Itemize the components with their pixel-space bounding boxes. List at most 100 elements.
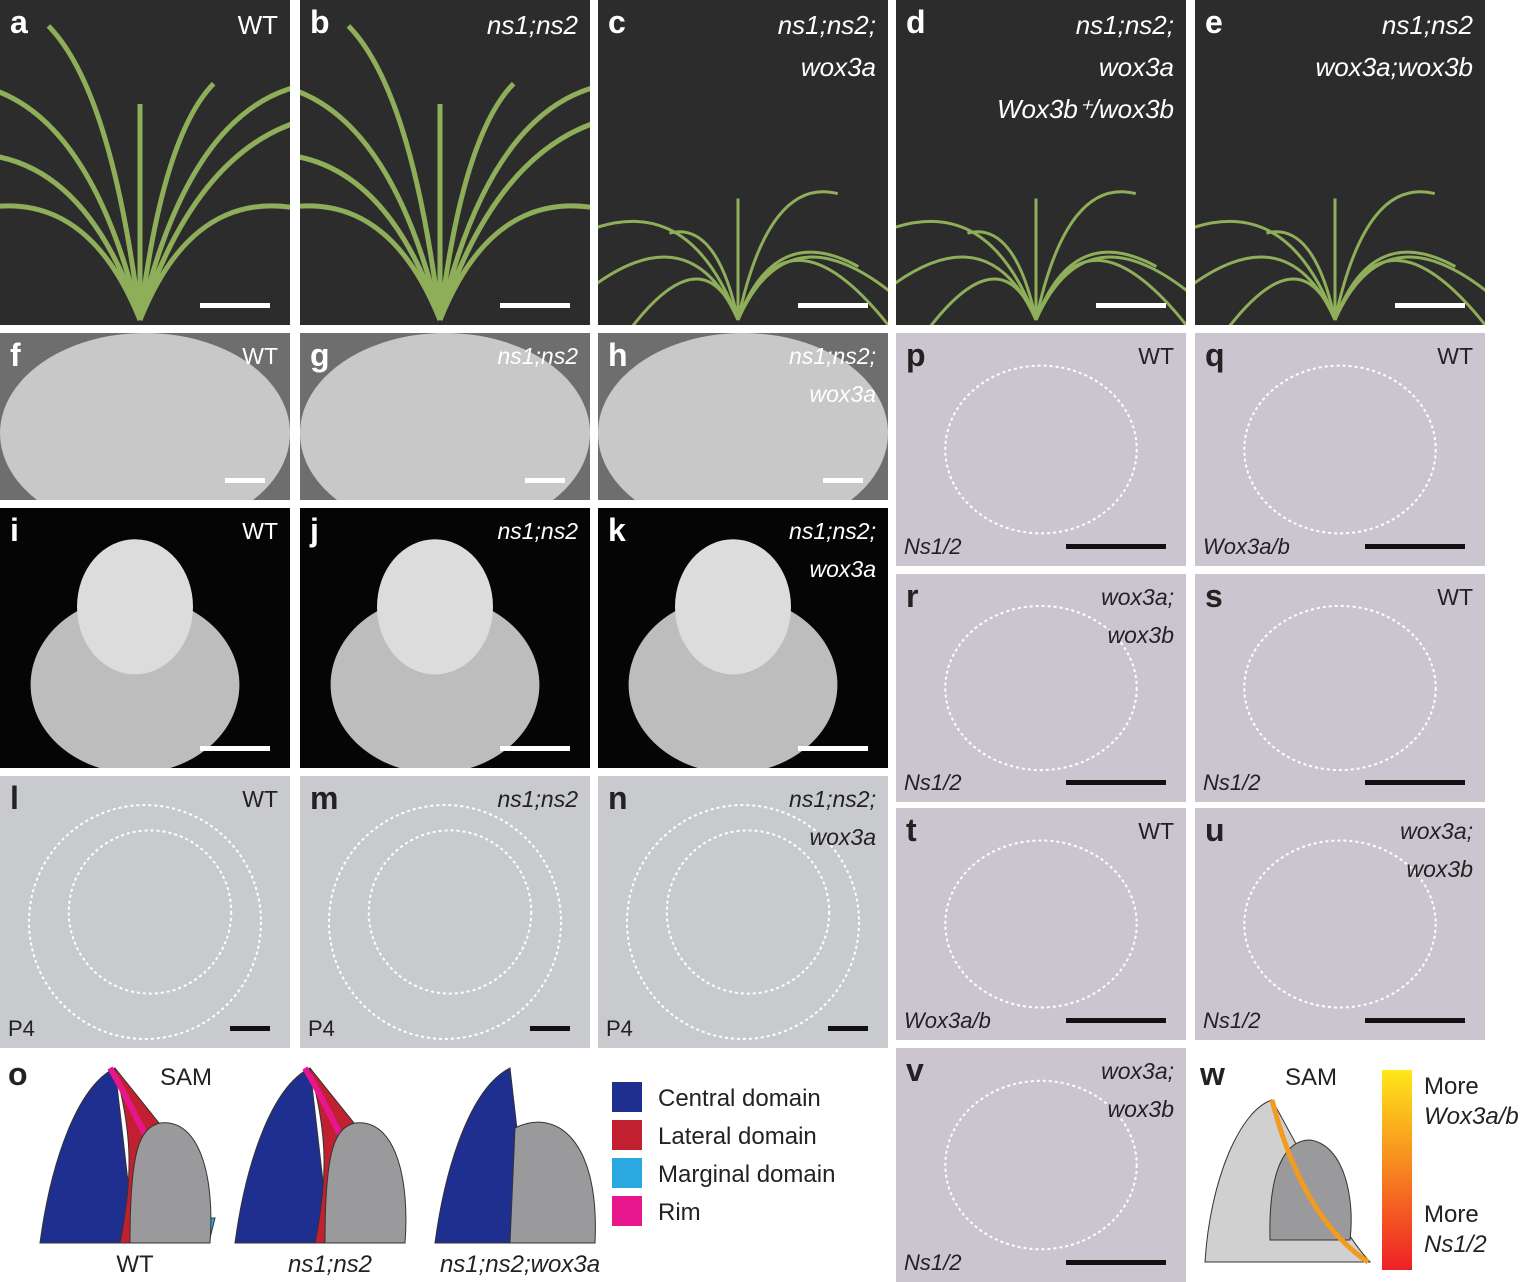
panel-letter: b: [310, 4, 330, 40]
genotype-label: wox3a: [809, 556, 876, 582]
image-panel: k ns1;ns2; wox3a: [598, 508, 888, 768]
scale-bar: [225, 478, 265, 483]
scale-bar: [500, 746, 570, 751]
panel-image: [300, 333, 590, 500]
image-panel: u wox3a; wox3b Ns1/2: [1195, 808, 1485, 1040]
legend-label: Lateral domain: [658, 1123, 817, 1150]
gradient-label: More: [1424, 1201, 1479, 1228]
image-panel: v wox3a; wox3b Ns1/2: [896, 1048, 1186, 1282]
leaf: [736, 255, 888, 321]
scale-bar: [525, 478, 565, 483]
panel-letter: r: [906, 578, 919, 614]
panel-image: [0, 24, 290, 321]
panel-letter: v: [906, 1052, 924, 1088]
sam-shape: [1269, 1139, 1352, 1241]
genotype-label: ns1;ns2: [486, 10, 578, 40]
tissue: [598, 333, 888, 500]
probe-label: P4: [606, 1016, 633, 1041]
genotype-label: WT: [237, 10, 278, 40]
image-panel: q WT Wox3a/b: [1195, 333, 1485, 566]
genotype-label: WT: [1138, 343, 1174, 369]
leaf: [736, 258, 888, 325]
image-panel: a WT: [0, 0, 290, 325]
scale-bar: [1096, 303, 1166, 308]
panel-image: [896, 190, 1186, 325]
leaf: [598, 219, 740, 321]
leaf: [1333, 190, 1436, 321]
genotype-label: ns1;ns2;: [789, 518, 876, 544]
genotype-label: ns1;ns2: [288, 1251, 372, 1278]
scale-bar: [500, 303, 570, 308]
panel-image: [28, 804, 270, 1040]
panel-letter: o: [8, 1056, 28, 1092]
panel-letter: m: [310, 780, 339, 816]
leaf: [1034, 190, 1137, 321]
genotype-label: Wox3b⁺/wox3b: [996, 94, 1174, 124]
probe-label: Ns1/2: [1203, 1008, 1261, 1033]
genotype-label: ns1;ns2;: [777, 10, 876, 40]
outline: [67, 829, 233, 995]
sam-label: SAM: [1285, 1064, 1337, 1091]
leaf: [1266, 230, 1337, 321]
leaf: [0, 89, 143, 321]
outline: [944, 364, 1138, 535]
leaf: [300, 154, 443, 321]
leaf: [0, 203, 143, 321]
leaf: [1333, 255, 1485, 321]
panel-letter: i: [10, 512, 19, 548]
scale-bar: [798, 746, 868, 751]
panel-image: [1243, 364, 1465, 549]
scale-bar: [1365, 544, 1465, 549]
gradient-bar: [1382, 1070, 1412, 1270]
legend-swatch: [612, 1120, 642, 1150]
genotype-label: WT: [1437, 584, 1473, 610]
panel-letter: d: [906, 4, 926, 40]
image-panel: s WT Ns1/2: [1195, 574, 1485, 802]
panel-letter: t: [906, 812, 917, 848]
leaf: [46, 24, 143, 321]
scale-bar: [1365, 1018, 1465, 1023]
leaf: [437, 122, 590, 321]
genotype-label: wox3a: [800, 52, 876, 82]
scale-bar: [828, 1026, 868, 1031]
panel-image: [330, 539, 570, 768]
gradient-label: Wox3a/b: [1424, 1103, 1519, 1130]
scale-bar: [230, 1026, 270, 1031]
genotype-label: ns1;ns2;: [789, 786, 876, 812]
leaf: [300, 203, 443, 321]
leaf: [669, 230, 740, 321]
panel-letter: c: [608, 4, 626, 40]
probe-label: Wox3a/b: [1203, 534, 1290, 559]
probe-label: P4: [308, 1016, 335, 1041]
panel-image: [328, 804, 570, 1040]
genotype-label: WT: [242, 518, 278, 544]
tissue: [300, 333, 590, 500]
genotype-label: wox3a: [1098, 52, 1174, 82]
leaf: [1034, 258, 1186, 325]
schematic: [39, 1066, 216, 1244]
schematic: [234, 1066, 407, 1244]
outline: [1243, 604, 1437, 772]
schematic: [434, 1067, 596, 1244]
leaf: [437, 86, 590, 321]
scale-bar: [530, 1026, 570, 1031]
meristem: [377, 539, 493, 675]
scale-bar: [200, 303, 270, 308]
panel-letter: f: [10, 337, 21, 373]
leaf: [137, 81, 216, 321]
scale-bar: [1395, 303, 1465, 308]
panel-letter: a: [10, 4, 28, 40]
genotype-label: ns1;ns2: [497, 518, 578, 544]
panel-letter: s: [1205, 578, 1223, 614]
leaf: [137, 122, 290, 321]
outline: [626, 804, 860, 1040]
image-panel: g ns1;ns2: [300, 333, 590, 500]
panel-letter: j: [310, 512, 319, 548]
scale-bar: [200, 746, 270, 751]
genotype-label: WT: [116, 1251, 154, 1278]
legend-label: Central domain: [658, 1085, 821, 1112]
image-panel: f WT: [0, 333, 290, 500]
genotype-label: wox3a;wox3b: [1315, 52, 1473, 82]
genotype-label: ns1;ns2: [1381, 10, 1473, 40]
